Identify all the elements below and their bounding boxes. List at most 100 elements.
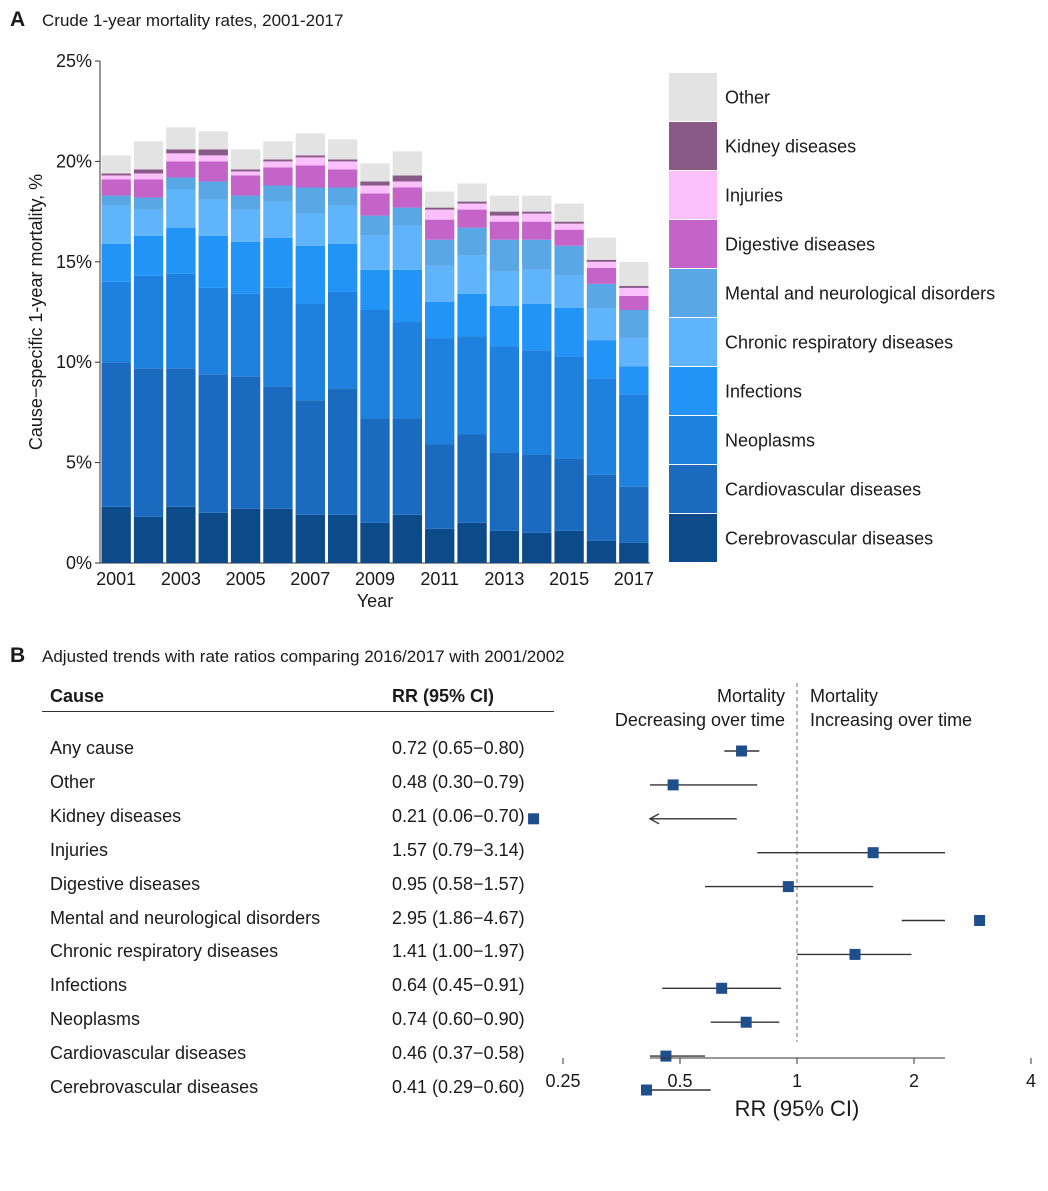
legend-swatch <box>669 318 717 366</box>
legend-swatch <box>669 122 717 170</box>
bar-segment <box>392 514 423 563</box>
bar-segment <box>327 161 358 170</box>
cause-label: Kidney diseases <box>50 805 182 826</box>
ci-arrow <box>648 813 660 825</box>
x-tick-label: 2015 <box>549 569 589 589</box>
bar-segment <box>619 287 649 296</box>
bar-segment <box>295 157 325 166</box>
bar-segment <box>133 169 164 174</box>
bar-segment <box>457 336 487 435</box>
rr-value: 0.46 (0.37−0.58) <box>392 1043 525 1064</box>
bar-segment <box>327 139 358 160</box>
bar-segment <box>554 245 584 276</box>
x-tick-label: 2013 <box>484 569 524 589</box>
bar-segment <box>392 418 423 515</box>
bar-segment <box>489 346 520 453</box>
bar-segment <box>327 159 358 162</box>
legend-swatch <box>669 220 717 268</box>
bar-segment <box>263 159 293 162</box>
bar-segment <box>327 187 358 206</box>
bar-segment <box>457 522 487 563</box>
bar-segment <box>360 185 390 194</box>
bar-segment <box>133 275 164 369</box>
bar-segment <box>295 155 325 158</box>
panel-a-letter: A <box>10 8 26 31</box>
legend-swatch <box>669 171 717 219</box>
cause-label: Chronic respiratory diseases <box>50 941 279 962</box>
bar-segment <box>392 151 423 176</box>
bar-segment <box>327 388 358 515</box>
bar-segment <box>457 209 487 228</box>
bar-segment <box>327 169 358 188</box>
bar-segment <box>522 269 552 304</box>
x-axis-label: Year <box>357 591 393 611</box>
bar-segment <box>586 540 617 563</box>
bar-segment <box>554 221 584 224</box>
cause-label: Cardiovascular diseases <box>50 1043 247 1064</box>
bar-segment <box>522 454 552 533</box>
bar-segment <box>360 418 390 523</box>
bar-segment <box>263 508 293 563</box>
bar-segment <box>457 434 487 523</box>
legend-label: Cardiovascular diseases <box>725 480 921 500</box>
y-tick-label: 0% <box>66 553 92 573</box>
x-tick-label: 2005 <box>226 569 266 589</box>
cause-label: Cerebrovascular diseases <box>50 1077 259 1097</box>
bar-segment <box>489 239 520 272</box>
legend-label: Cerebrovascular diseases <box>725 529 933 549</box>
bar-segment <box>392 269 423 323</box>
bar-segment <box>619 309 649 339</box>
bar-segment <box>554 356 584 459</box>
bar-segment <box>101 281 131 363</box>
forest-x-tick-label: 1 <box>792 1071 802 1091</box>
forest-x-tick-label: 0.5 <box>667 1071 692 1091</box>
rr-marker <box>528 813 540 825</box>
panel-b-letter: B <box>10 644 26 667</box>
bar-segment <box>554 223 584 230</box>
forest-header-decreasing-line2: Decreasing over time <box>614 710 785 730</box>
bar-segment <box>425 444 455 529</box>
bar-segment <box>360 193 390 216</box>
bar-segment <box>425 338 455 445</box>
bar-segment <box>392 175 423 182</box>
rr-marker <box>716 982 728 994</box>
bar-segment <box>457 227 487 256</box>
rr-marker <box>740 1016 752 1028</box>
bar-segment <box>392 322 423 419</box>
x-tick-label: 2007 <box>290 569 330 589</box>
rr-value: 0.95 (0.58−1.57) <box>392 873 525 894</box>
bar-segment <box>263 201 293 238</box>
bar-segment <box>554 229 584 246</box>
bar-segment <box>489 530 520 563</box>
y-tick-label: 25% <box>56 51 92 71</box>
bar-segment <box>554 203 584 222</box>
rr-marker <box>782 881 794 893</box>
legend-swatch <box>669 514 717 562</box>
bar-segment <box>263 141 293 160</box>
bar-segment <box>457 293 487 337</box>
forest-x-tick-label: 0.25 <box>545 1071 580 1091</box>
bar-segment <box>198 287 228 375</box>
cause-label: Any cause <box>50 738 135 758</box>
forest-x-tick-label: 2 <box>909 1071 919 1091</box>
bar-segment <box>230 195 261 210</box>
bar-segment <box>425 301 455 339</box>
legend-label: Mental and neurological disorders <box>725 284 995 304</box>
rr-value: 0.48 (0.30−0.79) <box>392 771 525 792</box>
panel-b-title: Adjusted trends with rate ratios compari… <box>42 647 565 666</box>
bar-segment <box>295 213 325 246</box>
bar-segment <box>198 235 228 288</box>
legend-swatch <box>669 269 717 317</box>
cause-label: Other <box>50 771 96 792</box>
rr-value: 0.74 (0.60−0.90) <box>392 1009 525 1030</box>
bar-segment <box>425 191 455 208</box>
legend-label: Infections <box>725 382 802 402</box>
bar-segment <box>360 522 390 563</box>
bar-segment <box>586 237 617 260</box>
bar-segment <box>101 175 131 180</box>
bar-segment <box>425 239 455 266</box>
bar-segment <box>619 486 649 543</box>
x-tick-label: 2017 <box>614 569 654 589</box>
y-tick-label: 10% <box>56 352 92 372</box>
legend-label: Other <box>725 88 770 108</box>
